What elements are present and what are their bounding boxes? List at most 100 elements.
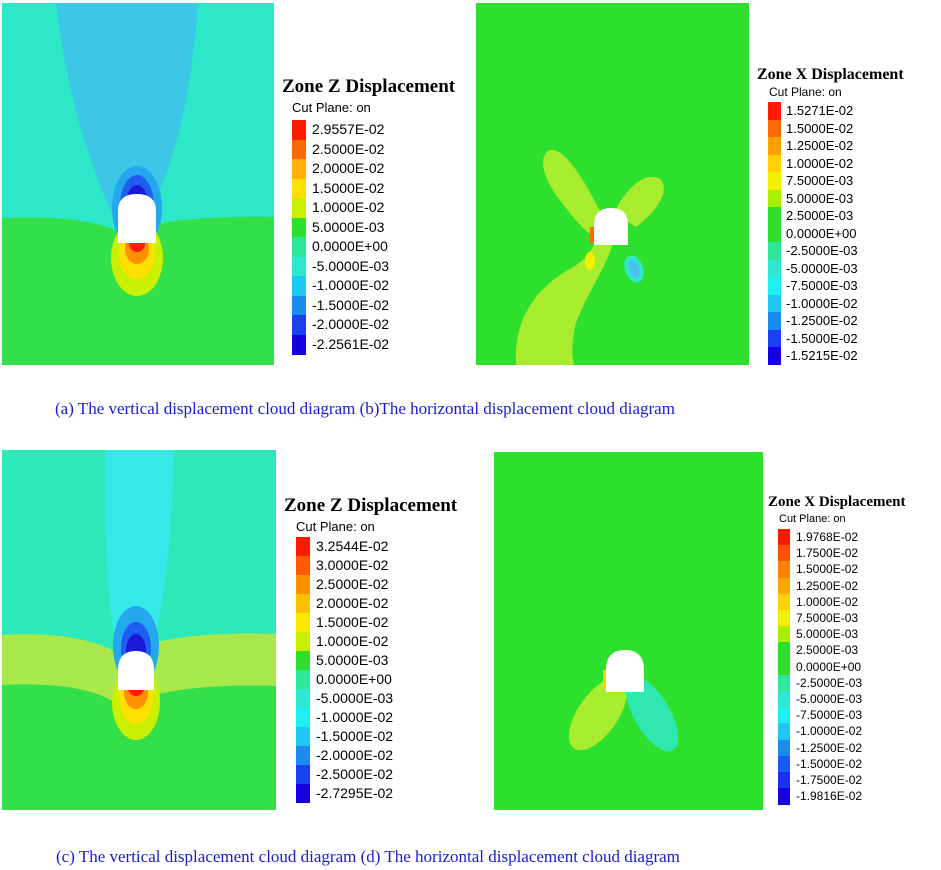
legend-swatch xyxy=(778,755,790,773)
legend-value: -1.0000E-02 xyxy=(316,709,394,725)
legend-value: 5.0000E-03 xyxy=(796,627,859,642)
legend-swatch xyxy=(292,315,306,335)
legend-swatch xyxy=(768,154,781,173)
legend-swatch xyxy=(292,295,306,316)
legend-value: 5.0000E-03 xyxy=(312,218,385,235)
legend-value: 1.0000E-02 xyxy=(796,594,859,609)
legend-value: 1.7500E-02 xyxy=(796,546,859,561)
legend-swatch xyxy=(778,739,790,757)
panel-c-contour-plot xyxy=(2,450,276,810)
legend-value: 1.2500E-02 xyxy=(786,138,854,153)
legend-swatch xyxy=(296,537,310,556)
legend-value: 0.0000E+00 xyxy=(316,671,392,687)
legend-value: 1.0000E-02 xyxy=(786,155,854,171)
legend-value: 5.0000E-03 xyxy=(316,652,389,668)
legend-swatch xyxy=(768,329,781,348)
legend-value: 2.9557E-02 xyxy=(312,121,385,137)
legend-value: 1.5000E-02 xyxy=(796,562,859,577)
legend-value: 7.5000E-03 xyxy=(796,611,859,625)
legend-swatch xyxy=(296,556,310,575)
legend-swatch xyxy=(292,178,306,199)
legend-value: -5.0000E-03 xyxy=(312,257,390,274)
legend-value: 0.0000E+00 xyxy=(312,238,388,254)
legend-value: 2.5000E-02 xyxy=(316,576,389,592)
legend-swatch xyxy=(768,277,781,295)
legend-swatch xyxy=(292,237,306,257)
legend-value: -1.9816E-02 xyxy=(796,789,863,804)
legend-value: 1.5000E-02 xyxy=(786,120,854,136)
legend-value: 2.0000E-02 xyxy=(312,160,385,176)
legend-value: -2.7295E-02 xyxy=(316,785,394,801)
legend-value: -2.0000E-02 xyxy=(312,316,390,332)
legend-swatch xyxy=(292,276,306,296)
legend-swatch xyxy=(778,593,790,611)
legend-value: -1.0000E-02 xyxy=(312,277,390,293)
legend-swatch xyxy=(778,788,790,806)
legend-swatch xyxy=(778,529,790,546)
legend-swatch xyxy=(778,561,790,579)
legend-subtitle: Cut Plane: on xyxy=(769,85,842,99)
legend-value: 2.5000E-03 xyxy=(786,208,854,223)
legend-swatch xyxy=(296,594,310,613)
legend-swatch xyxy=(778,642,790,660)
legend-value: -1.0000E-02 xyxy=(796,724,863,739)
legend-value: 1.5000E-02 xyxy=(312,179,385,196)
legend-swatch xyxy=(296,670,310,689)
legend-value: -1.0000E-02 xyxy=(786,295,858,311)
legend-swatch xyxy=(296,613,310,632)
legend-swatch xyxy=(778,577,790,595)
legend-value: -2.5000E-02 xyxy=(316,766,394,782)
legend-swatch xyxy=(768,137,781,155)
legend-value: 2.5000E-03 xyxy=(796,643,859,658)
legend-swatch xyxy=(296,689,310,708)
legend-swatch xyxy=(778,772,790,789)
legend-swatch xyxy=(292,334,306,355)
legend-value: -1.2500E-02 xyxy=(786,313,858,328)
legend-swatch xyxy=(296,784,310,803)
legend-value: -1.5215E-02 xyxy=(786,348,858,363)
caption-top: (a) The vertical displacement cloud diag… xyxy=(55,399,675,418)
legend-swatch xyxy=(292,198,306,218)
legend-value: -1.2500E-02 xyxy=(796,740,863,755)
legend-value: 2.0000E-02 xyxy=(316,595,389,611)
legend-swatch xyxy=(768,172,781,190)
panel-b-contour-plot xyxy=(476,3,749,365)
legend-value: -5.0000E-03 xyxy=(786,260,858,276)
legend-swatch xyxy=(768,312,781,330)
legend-value: -1.5000E-02 xyxy=(786,330,858,346)
legend-swatch xyxy=(296,746,310,765)
legend-swatch xyxy=(296,727,310,746)
legend-value: 2.5000E-02 xyxy=(312,140,385,157)
legend-swatch xyxy=(768,189,781,208)
legend-swatch xyxy=(292,120,306,140)
caption-bottom: (c) The vertical displacement cloud diag… xyxy=(56,847,680,866)
legend-swatch xyxy=(778,674,790,692)
legend-value: 1.5271E-02 xyxy=(786,103,854,118)
legend-swatch xyxy=(296,632,310,651)
legend-value: 5.0000E-03 xyxy=(786,190,854,206)
legend-value: -7.5000E-03 xyxy=(796,708,863,723)
legend-swatch xyxy=(296,575,310,594)
legend-value: -2.0000E-02 xyxy=(316,747,394,763)
legend-swatch xyxy=(292,159,306,179)
legend-swatch xyxy=(778,610,790,627)
panel-a-contour-plot xyxy=(2,3,274,365)
legend-value: 1.5000E-02 xyxy=(316,614,389,630)
legend-subtitle: Cut Plane: on xyxy=(292,100,371,115)
legend-swatch xyxy=(778,707,790,725)
legend-subtitle: Cut Plane: on xyxy=(779,513,846,525)
legend-title: Zone Z Displacement xyxy=(282,76,456,97)
legend-swatch xyxy=(296,765,310,784)
legend-title: Zone Z Displacement xyxy=(284,495,458,516)
legend-swatch xyxy=(768,207,781,225)
legend-value: 3.0000E-02 xyxy=(316,557,389,573)
legend-value: -1.5000E-02 xyxy=(312,296,390,313)
legend-value: -1.7500E-02 xyxy=(796,773,863,787)
legend-value: 1.2500E-02 xyxy=(796,578,859,593)
legend-value: -5.0000E-03 xyxy=(316,690,394,706)
legend-swatch xyxy=(778,723,790,741)
legend-value: -1.5000E-02 xyxy=(796,756,863,771)
legend-value: -5.0000E-03 xyxy=(796,692,863,706)
legend-value: 3.2544E-02 xyxy=(316,538,389,554)
legend-value: -2.5000E-03 xyxy=(786,243,858,258)
